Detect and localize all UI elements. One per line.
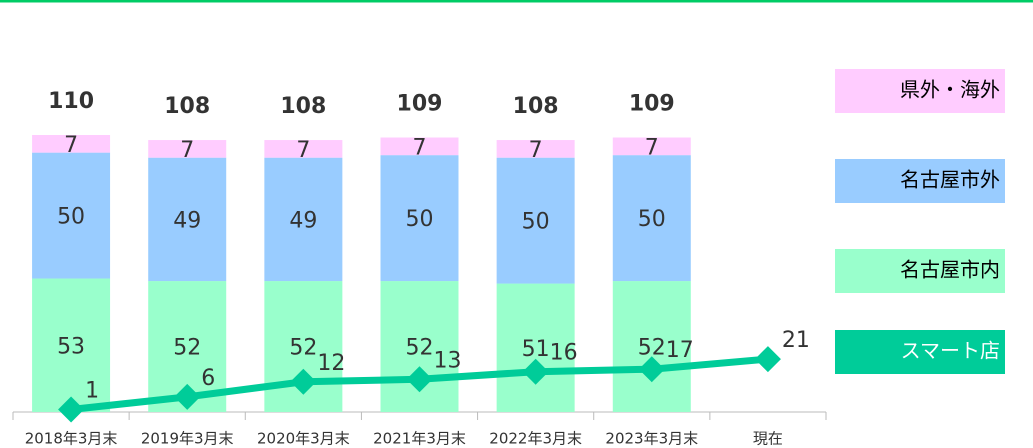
- bar-segment: [496, 140, 575, 158]
- bar-segment: [496, 283, 575, 412]
- total-label: 108: [164, 94, 210, 119]
- legend-label: スマート店: [901, 339, 1000, 363]
- line-marker: [406, 366, 433, 393]
- line-marker: [522, 358, 549, 385]
- bar-segment: [148, 157, 227, 282]
- line-value-label: 16: [550, 341, 578, 366]
- value-label: 7: [645, 135, 659, 160]
- line-value-label: 13: [434, 348, 462, 373]
- x-tick-label: 2018年3月末: [25, 430, 118, 448]
- bar-segment: [380, 155, 459, 282]
- total-label: 108: [513, 94, 559, 119]
- bar-segment: [612, 155, 691, 282]
- value-label: 7: [529, 138, 543, 163]
- value-label: 7: [64, 133, 78, 158]
- legend-swatch: [835, 330, 1005, 374]
- line-value-label: 1: [85, 378, 99, 403]
- bar-segment: [32, 152, 111, 279]
- total-label: 108: [280, 94, 326, 119]
- x-tick-label: 2021年3月末: [373, 430, 466, 448]
- line-marker: [58, 396, 85, 423]
- line-marker: [174, 383, 201, 410]
- bar-segment: [612, 137, 691, 156]
- line-marker: [754, 346, 781, 373]
- line-marker: [290, 368, 317, 395]
- value-label: 53: [57, 334, 85, 359]
- x-tick-label: 2020年3月末: [257, 430, 350, 448]
- value-label: 49: [289, 208, 317, 233]
- value-label: 50: [406, 207, 434, 232]
- legend-label: 名古屋市内: [900, 258, 1000, 282]
- value-label: 51: [522, 337, 550, 362]
- value-label: 49: [173, 208, 201, 233]
- bar-segment: [32, 278, 111, 412]
- legend-swatch: [835, 249, 1005, 293]
- value-label: 52: [289, 336, 317, 361]
- legend-label: 県外・海外: [900, 78, 1000, 102]
- value-label: 7: [413, 135, 427, 160]
- line-value-label: 6: [201, 366, 215, 391]
- x-tick-label: 2019年3月末: [141, 430, 234, 448]
- x-tick-label: 現在: [753, 430, 783, 448]
- value-label: 50: [638, 207, 666, 232]
- legend-swatch: [835, 69, 1005, 113]
- value-label: 7: [180, 138, 194, 163]
- total-label: 110: [48, 89, 94, 114]
- line-value-label: 12: [317, 351, 345, 376]
- bar-segment: [32, 135, 111, 153]
- line-marker: [638, 356, 665, 383]
- bar-segment: [264, 157, 343, 282]
- value-label: 50: [522, 210, 550, 235]
- total-label: 109: [629, 92, 675, 117]
- bar-segment: [496, 157, 575, 284]
- x-tick-label: 2023年3月末: [605, 430, 698, 448]
- x-tick-label: 2022年3月末: [489, 430, 582, 448]
- bar-segment: [612, 281, 691, 412]
- line-value-label: 21: [782, 328, 810, 353]
- value-label: 52: [406, 336, 434, 361]
- value-label: 50: [57, 205, 85, 230]
- line-value-label: 17: [666, 338, 694, 363]
- value-label: 52: [173, 336, 201, 361]
- bar-segment: [380, 137, 459, 156]
- value-label: 7: [296, 138, 310, 163]
- total-label: 109: [397, 92, 443, 117]
- bar-segment: [264, 140, 343, 158]
- legend-swatch: [835, 159, 1005, 203]
- legend-label: 名古屋市外: [900, 168, 1000, 192]
- bar-segment: [148, 140, 227, 158]
